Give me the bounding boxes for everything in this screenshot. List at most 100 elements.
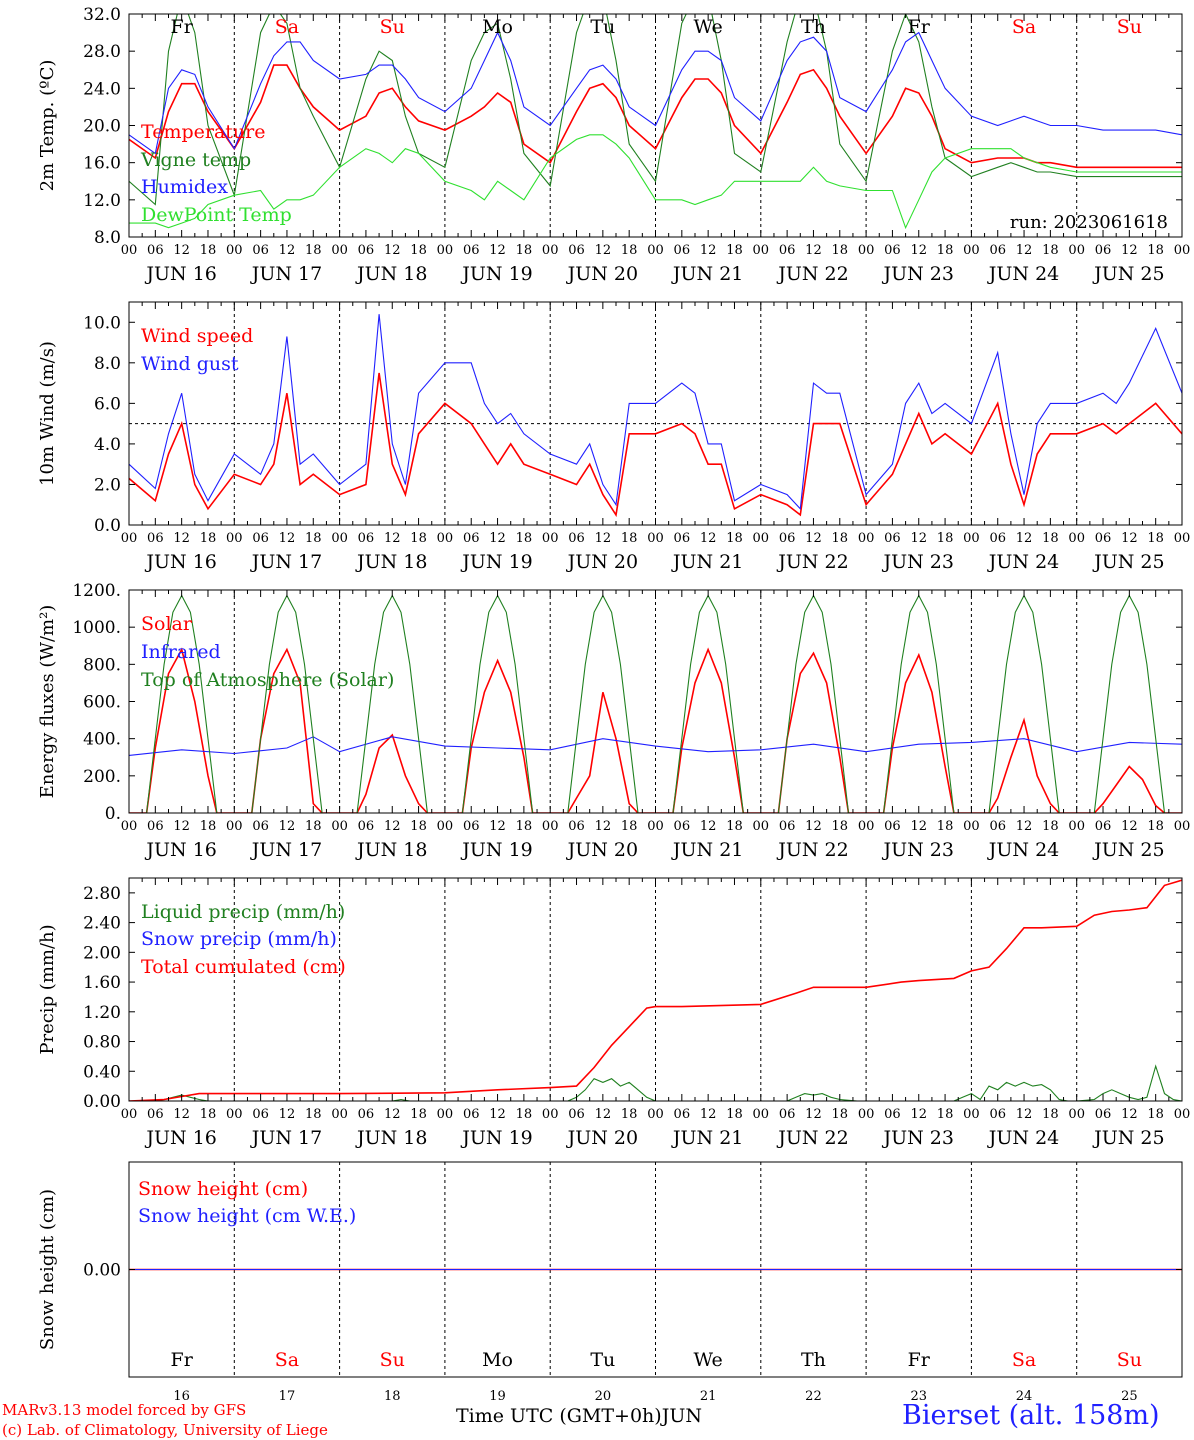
hour-tick-label: 06 [147,1107,164,1122]
hour-tick-label: 06 [252,819,269,834]
day-abbr: Mo [482,16,513,38]
y-tick-label: 8.0 [94,228,121,248]
date-label: JUN 19 [460,551,532,573]
y-tick-label: 2.80 [83,884,121,904]
hour-tick-label: 18 [832,819,849,834]
legend-entry: Infrared [141,641,221,663]
date-label: JUN 16 [144,263,216,285]
panel-5: 0.00 Snow height (cm) Snow height (cm) Snow… [37,1161,1183,1404]
y-tick-label: 0.40 [83,1062,121,1082]
hour-tick-label: 06 [568,1107,585,1122]
hour-tick-label: 12 [700,819,717,834]
hour-tick-label: 00 [858,531,875,546]
model-credit: MARv3.13 model forced by GFS (c) Lab. of… [2,1400,328,1440]
hour-tick-label: 12 [805,1107,822,1122]
hour-tick-label: 12 [805,531,822,546]
date-label: JUN 25 [1092,839,1164,861]
day-abbr: Su [1117,1349,1142,1371]
hour-tick-label: 12 [1121,819,1138,834]
date-label: JUN 22 [776,263,848,285]
hour-tick-label: 12 [173,819,190,834]
day-abbr: Fr [908,16,931,38]
date-label: JUN 21 [671,1127,743,1149]
hour-tick-label: 12 [1016,531,1033,546]
hour-tick-label: 12 [1016,819,1033,834]
date-label: JUN 21 [671,263,743,285]
hour-tick-label: 18 [937,531,954,546]
hour-tick-label: 12 [805,819,822,834]
hour-tick-label: 18 [832,243,849,258]
hour-tick-label: 06 [147,819,164,834]
y-tick-label: 32.0 [83,5,121,25]
date-label: JUN 17 [250,839,322,861]
y-tick-label: 28.0 [83,42,121,62]
hour-tick-label: 00 [437,819,454,834]
hour-tick-label: 00 [963,819,980,834]
hour-tick-label: 12 [1121,1107,1138,1122]
hour-tick-label: 06 [568,243,585,258]
hour-tick-label: 00 [647,1107,664,1122]
hour-tick-label: 18 [726,531,743,546]
date-label: JUN 24 [987,1127,1059,1149]
day-abbr: Fr [171,16,194,38]
y-tick-label: 6.0 [94,394,121,414]
hour-tick-label: 18 [200,531,217,546]
hour-tick-label: 12 [384,1107,401,1122]
legend-entry: DewPoint Temp [141,204,292,226]
hour-tick-label: 00 [1174,1107,1191,1122]
series-line-1 [129,372,1182,518]
hour-tick-label: 12 [384,531,401,546]
hour-tick-label: 12 [700,531,717,546]
date-label: JUN 23 [882,263,954,285]
hour-tick-label: 00 [437,243,454,258]
hour-tick-label: 06 [568,819,585,834]
series-line-3 [129,31,1182,155]
date-label: JUN 24 [987,263,1059,285]
hour-tick-label: 00 [121,819,138,834]
hour-tick-label: 06 [1095,819,1112,834]
panel-4: 00 06 12 18 00 06 12 18 00 06 12 18 00 06 12 18 00 06 12 18… [37,877,1191,1149]
hour-tick-label: 00 [226,1107,243,1122]
hour-tick-label: 06 [674,819,691,834]
hour-tick-label: 00 [226,819,243,834]
day-abbr: Tu [590,16,615,38]
hour-tick-label: 06 [989,1107,1006,1122]
y-tick-label: 1.20 [83,1003,121,1023]
hour-tick-label: 18 [621,531,638,546]
y-tick-label: 2.00 [83,943,121,963]
y-tick-label: 0.0 [94,516,121,536]
panel-frame [128,589,1183,814]
hour-tick-label: 00 [1174,819,1191,834]
hour-tick-label: 00 [437,1107,454,1122]
hour-tick-label: 00 [753,243,770,258]
day-number: 24 [1016,1389,1033,1404]
series-line-2 [129,314,1182,511]
hour-tick-label: 18 [305,1107,322,1122]
y-tick-label: 10.0 [83,313,121,333]
hour-tick-label: 06 [463,1107,480,1122]
day-number: 23 [910,1389,927,1404]
time-axis-text: Time UTC (GMT+0h) [456,1405,662,1427]
hour-tick-label: 06 [779,1107,796,1122]
y-tick-label: 0.80 [83,1033,121,1053]
hour-tick-label: 00 [858,819,875,834]
date-label: JUN 20 [566,551,638,573]
date-label: JUN 20 [566,1127,638,1149]
hour-tick-label: 18 [937,819,954,834]
hour-tick-label: 00 [1068,531,1085,546]
hour-tick-label: 06 [358,243,375,258]
hour-tick-label: 18 [726,1107,743,1122]
legend-entry: Top of Atmosphere (Solar) [141,669,394,691]
day-number: 25 [1121,1389,1138,1404]
legend-entry: Wind gust [141,353,239,375]
hour-tick-label: 18 [937,243,954,258]
hour-tick-label: 00 [858,243,875,258]
hour-tick-label: 00 [542,243,559,258]
hour-tick-label: 06 [1095,1107,1112,1122]
legend-entry: Temperature [141,121,265,143]
hour-tick-label: 00 [963,243,980,258]
legend-entry: Snow precip (mm/h) [141,928,337,950]
hour-tick-label: 12 [1016,1107,1033,1122]
hour-tick-label: 06 [358,1107,375,1122]
y-tick-label: 1.60 [83,973,121,993]
